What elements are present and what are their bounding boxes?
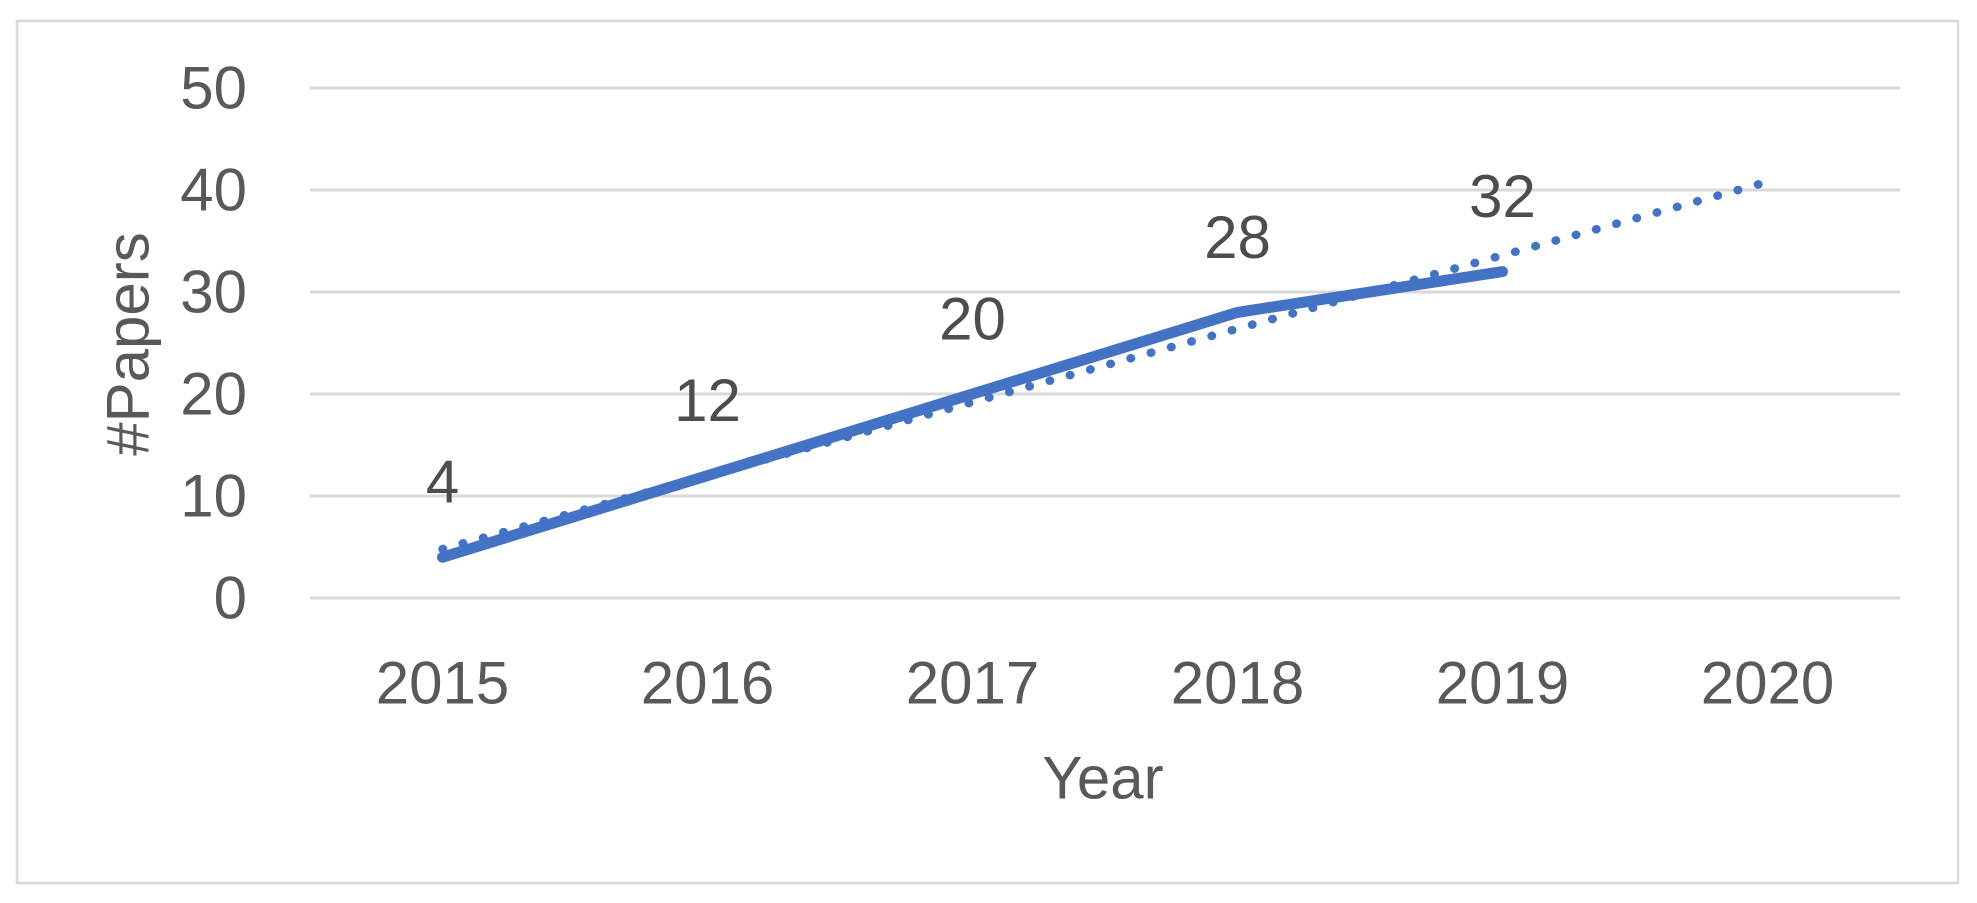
data-labels-layer: 4 12 20 28 32 [426,163,1536,516]
x-tick-label-2018: 2018 [1171,650,1304,717]
data-label-2019: 32 [1469,163,1536,230]
x-tick-label-2017: 2017 [906,650,1039,717]
x-tick-label-2015: 2015 [376,650,509,717]
x-axis-tick-labels: 2015 2016 2017 2018 2019 2020 [376,650,1834,717]
y-axis-tick-labels: 0 10 20 30 40 50 [180,55,247,632]
y-tick-label-40: 40 [180,157,247,224]
y-tick-label-50: 50 [180,55,247,122]
x-tick-label-2020: 2020 [1701,650,1834,717]
y-tick-label-10: 10 [180,463,247,530]
x-tick-label-2019: 2019 [1436,650,1569,717]
series-layer [437,266,1508,563]
horizontal-gridlines [310,86,1900,600]
y-axis-title: #Papers [95,232,162,455]
data-label-2015: 4 [426,449,459,516]
y-tick-label-0: 0 [214,565,247,632]
data-label-2016: 12 [674,367,741,434]
x-axis-title: Year [1042,745,1163,812]
x-tick-label-2016: 2016 [641,650,774,717]
y-tick-label-20: 20 [180,361,247,428]
series-line-papers [437,266,1508,563]
data-label-2018: 28 [1204,204,1271,271]
chart-border-frame [15,19,1960,885]
y-tick-label-30: 30 [180,259,247,326]
data-label-2017: 20 [939,286,1006,353]
